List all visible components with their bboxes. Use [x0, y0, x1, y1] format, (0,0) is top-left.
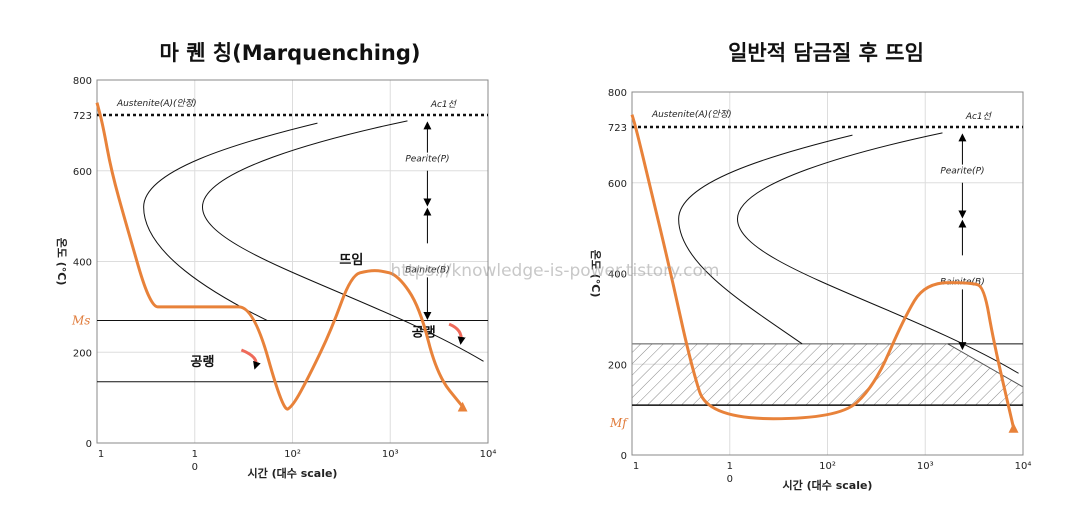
y-tick-label: 0: [621, 451, 627, 462]
x-tick-label: 10⁴: [480, 449, 497, 460]
air-cool-label-2: 공랭: [412, 324, 436, 340]
tempering-label: 뜨임: [339, 253, 363, 268]
ac1-label: Ac1선: [430, 99, 457, 110]
bainite-label: Bainite(B): [405, 265, 450, 275]
x-axis-label: 시간 (대수 scale): [248, 466, 338, 480]
y-tick-label: 400: [73, 258, 92, 269]
y-tick-label: 200: [608, 360, 627, 371]
y-tick-label: 800: [608, 88, 627, 99]
x-tick-label: 1: [633, 461, 639, 472]
ttt-start-curve: [678, 134, 853, 345]
air-cool-arrow-2: [448, 322, 466, 345]
x-tick-part: 0: [727, 474, 733, 485]
x-tick-part: 1: [727, 461, 733, 472]
cooling-curve-series: [630, 114, 1017, 433]
y-tick-label: 600: [73, 167, 92, 178]
y-tick-label: 200: [73, 348, 92, 359]
chart-title: 마 퀜 칭(Marquenching): [160, 41, 421, 65]
y-tick-label: 600: [608, 179, 627, 190]
mf-label: Mf: [609, 416, 629, 430]
ttt-start-curve: [143, 122, 318, 321]
x-tick-label: 10³: [917, 461, 934, 472]
air-cool-arrow-1: [240, 348, 261, 370]
x-tick-label: 10³: [382, 449, 399, 460]
watermark-text: https://knowledge-is-power.tistory.com: [391, 261, 720, 281]
y-tick-label: 723: [73, 111, 92, 122]
x-tick-label: 10²: [819, 461, 836, 472]
x-axis-label: 시간 (대수 scale): [783, 478, 873, 492]
y-tick-label: 400: [608, 270, 627, 281]
x-tick-label: 10²: [284, 449, 301, 460]
ms-label: Ms: [71, 313, 90, 327]
austenite-label: Austenite(A)(안정): [651, 109, 732, 120]
cooling-curve-series: [95, 102, 466, 411]
ttt-finish-curve: [201, 120, 484, 362]
pearlite-label: Pearite(P): [405, 155, 449, 165]
pearlite-label: Pearite(P): [940, 167, 984, 177]
air-cool-label-1: 공랭: [191, 354, 215, 370]
x-tick-part: 0: [192, 462, 198, 473]
y-tick-label: 0: [86, 439, 92, 450]
plot-frame: [96, 79, 489, 444]
ttt-finish-curve: [736, 132, 1019, 374]
x-tick-label: 1: [98, 449, 104, 460]
chart-title: 일반적 담금질 후 뜨임: [728, 41, 924, 65]
plot-frame: [631, 91, 1024, 456]
y-tick-label: 723: [608, 123, 627, 134]
y-tick-label: 800: [73, 76, 92, 87]
martensite-hatched-zone: [631, 343, 1024, 406]
x-tick-label: 10⁴: [1015, 461, 1032, 472]
ac1-label: Ac1선: [965, 111, 992, 122]
x-tick-part: 1: [192, 449, 198, 460]
austenite-label: Austenite(A)(안정): [116, 98, 197, 109]
y-axis-label: 온도 (°C): [589, 250, 602, 298]
y-axis-label: 온도 (°C): [55, 238, 68, 286]
